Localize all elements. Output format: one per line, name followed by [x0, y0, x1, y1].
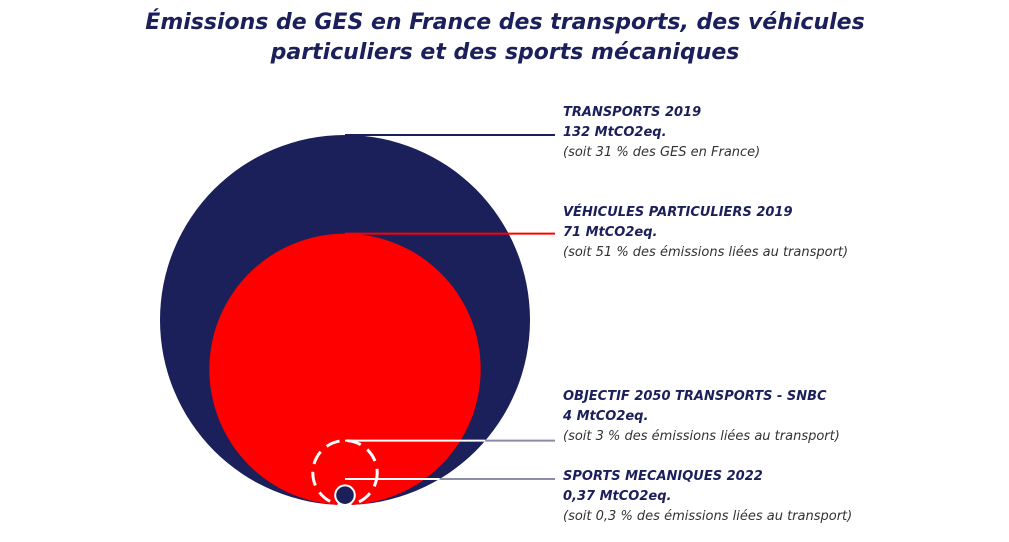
category-label: SPORTS MECANIQUES 2022	[563, 469, 763, 484]
value-label: 0,37 MtCO2eq.	[563, 489, 672, 504]
bubble-label: VÉHICULES PARTICULIERS 2019 71 MtCO2eq. (s…	[563, 203, 853, 263]
bubble-label: TRANSPORTS 2019 132 MtCO2eq. (soit 31 % de…	[563, 103, 760, 163]
note-label: (soit 0,3 % des émissions liées au trans…	[563, 509, 853, 524]
chart-title: Émissions de GES en France des transport…	[145, 10, 865, 65]
bubble	[209, 233, 481, 505]
category-label: TRANSPORTS 2019	[563, 105, 702, 120]
value-label: 4 MtCO2eq.	[563, 409, 649, 424]
value-label: 71 MtCO2eq.	[563, 225, 658, 240]
category-label: OBJECTIF 2050 TRANSPORTS - SNBC	[563, 389, 827, 404]
value-label: 132 MtCO2eq.	[563, 125, 667, 140]
bubble	[334, 484, 356, 506]
bubble-label: SPORTS MECANIQUES 2022 0,37 MtCO2eq. (soit…	[563, 467, 852, 527]
category-label: VÉHICULES PARTICULIERS 2019	[563, 205, 793, 220]
note-label: (soit 3 % des émissions liées au transpo…	[563, 429, 840, 444]
bubble-label: OBJECTIF 2050 TRANSPORTS - SNBC 4 MtCO2eq…	[563, 387, 840, 447]
note-label: (soit 31 % des GES en France)	[563, 145, 761, 160]
note-label: (soit 51 % des émissions liées au transp…	[563, 245, 849, 260]
